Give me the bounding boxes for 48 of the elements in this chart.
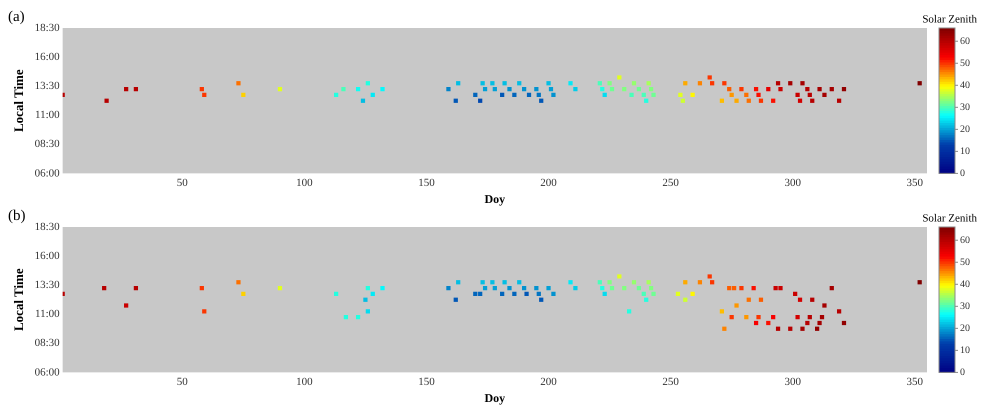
x-tick-label: 200 bbox=[540, 176, 558, 189]
y-tick-label: 06:00 bbox=[34, 167, 60, 180]
x-tick-label: 250 bbox=[662, 176, 680, 189]
color-bar-label: 40 bbox=[960, 80, 970, 91]
x-tick-label: 350 bbox=[906, 176, 924, 189]
color-bar-label: 40 bbox=[960, 278, 970, 290]
color-bar-label: 50 bbox=[960, 256, 970, 268]
x-tick-label: 150 bbox=[418, 176, 436, 189]
chart-title: (b) bbox=[8, 208, 26, 224]
y-axis-title: Local Time bbox=[11, 69, 26, 132]
color-bar-title: Solar Zenith bbox=[922, 212, 978, 224]
y-tick-label: 11:00 bbox=[35, 308, 60, 320]
color-bar-label: 50 bbox=[960, 58, 970, 69]
y-tick-label: 06:00 bbox=[34, 366, 60, 378]
color-bar-label: 30 bbox=[960, 300, 970, 312]
y-tick-label: 16:00 bbox=[34, 250, 60, 262]
x-tick-label: 50 bbox=[176, 376, 188, 388]
y-tick-label: 08:30 bbox=[34, 138, 60, 150]
color-bar-label: 0 bbox=[960, 367, 965, 378]
x-tick-label: 350 bbox=[906, 376, 924, 388]
y-tick-label: 18:30 bbox=[34, 22, 60, 34]
color-bar-label: 10 bbox=[960, 344, 970, 356]
color-bar-label: 60 bbox=[960, 234, 970, 246]
color-bar-label: 20 bbox=[960, 124, 970, 135]
color-bar-label: 30 bbox=[960, 102, 970, 113]
y-tick-label: 16:00 bbox=[34, 50, 60, 63]
y-tick-label: 08:30 bbox=[34, 337, 60, 350]
x-tick-label: 300 bbox=[784, 376, 802, 388]
y-tick-label: 18:30 bbox=[34, 220, 60, 233]
color-bar-title: Solar Zenith bbox=[922, 13, 978, 26]
x-tick-label: 50 bbox=[176, 176, 188, 189]
x-tick-label: 200 bbox=[540, 376, 558, 388]
x-tick-label: 100 bbox=[296, 176, 314, 189]
chart-title: (a) bbox=[8, 8, 25, 25]
x-axis-title: Doy bbox=[484, 390, 506, 405]
y-tick-label: 11:00 bbox=[35, 109, 60, 122]
color-bar-label: 20 bbox=[960, 322, 970, 334]
color-bar-label: 10 bbox=[960, 146, 970, 157]
y-tick-label: 13:30 bbox=[34, 279, 60, 292]
y-axis-title: Local Time bbox=[11, 268, 26, 332]
color-bar-label: 60 bbox=[960, 36, 970, 47]
y-tick-label: 13:30 bbox=[34, 80, 60, 92]
x-tick-label: 250 bbox=[662, 376, 680, 388]
x-tick-label: 100 bbox=[296, 376, 314, 388]
x-tick-label: 300 bbox=[784, 176, 802, 189]
x-axis-title: Doy bbox=[484, 192, 506, 206]
x-tick-label: 150 bbox=[418, 376, 436, 388]
color-bar-label: 0 bbox=[960, 168, 965, 180]
